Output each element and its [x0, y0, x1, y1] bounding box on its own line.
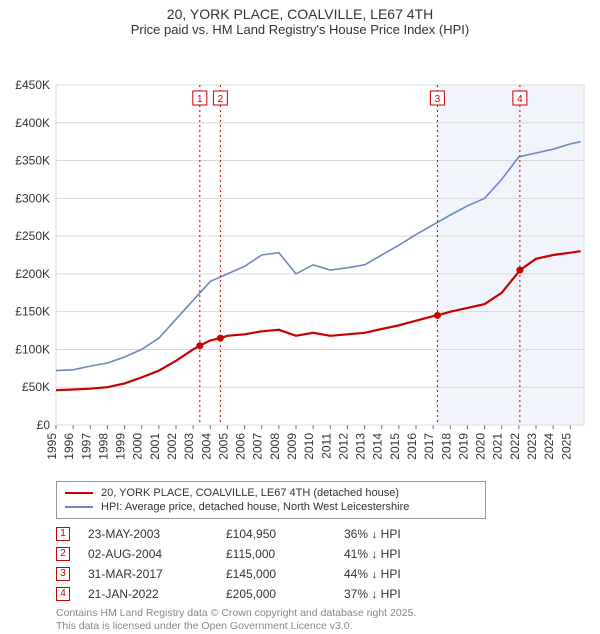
footnote-line: Contains HM Land Registry data © Crown c…: [56, 607, 576, 621]
chart-area: £0 £50K £100K £150K £200K £250K £300K £350K £400…: [0, 39, 600, 475]
x-tick-label: 2014: [371, 433, 385, 460]
y-tick-label: £200K: [15, 267, 50, 281]
x-tick-label: 2022: [508, 433, 522, 460]
shaded-region: [437, 85, 584, 425]
event-date: 21-JAN-2022: [88, 587, 208, 601]
x-tick-label: 2016: [405, 433, 419, 460]
legend-label: HPI: Average price, detached house, Nort…: [101, 500, 409, 514]
title-subtitle: Price paid vs. HM Land Registry's House …: [8, 22, 592, 37]
event-dot: [217, 335, 224, 342]
x-tick-label: 1998: [96, 433, 110, 460]
event-date: 23-MAY-2003: [88, 527, 208, 541]
x-tick-label: 2021: [491, 433, 505, 460]
legend-swatch: [65, 492, 93, 494]
event-dot: [434, 312, 441, 319]
x-tick-label: 2024: [542, 433, 556, 460]
event-row: 3 31-MAR-2017 £145,000 44% ↓ HPI: [56, 567, 556, 581]
event-marker-num: 3: [435, 94, 441, 105]
event-marker-box: 1: [56, 527, 70, 541]
y-tick-label: £50K: [22, 380, 50, 394]
event-price: £145,000: [226, 567, 326, 581]
x-tick-label: 2025: [559, 433, 573, 460]
event-row: 4 21-JAN-2022 £205,000 37% ↓ HPI: [56, 587, 556, 601]
x-tick-label: 2012: [336, 433, 350, 460]
event-date: 31-MAR-2017: [88, 567, 208, 581]
event-pct-vs-hpi: 41% ↓ HPI: [344, 547, 401, 561]
y-tick-label: £350K: [15, 154, 50, 168]
footnote-line: This data is licensed under the Open Gov…: [56, 620, 576, 634]
x-tick-label: 2001: [148, 433, 162, 460]
event-date: 02-AUG-2004: [88, 547, 208, 561]
event-pct-vs-hpi: 44% ↓ HPI: [344, 567, 401, 581]
chart-container: 20, YORK PLACE, COALVILLE, LE67 4TH Pric…: [0, 0, 600, 620]
x-tick-label: 2007: [251, 433, 265, 460]
x-tick-label: 2009: [285, 433, 299, 460]
legend-item: HPI: Average price, detached house, Nort…: [65, 500, 477, 514]
event-marker-box: 3: [56, 567, 70, 581]
x-tick-label: 2011: [319, 433, 333, 459]
event-pct-vs-hpi: 36% ↓ HPI: [344, 527, 401, 541]
event-dot: [196, 342, 203, 349]
event-marker-num: 2: [218, 94, 224, 105]
y-tick-label: £250K: [15, 229, 50, 243]
x-tick-label: 2013: [354, 433, 368, 460]
x-tick-label: 2018: [439, 433, 453, 460]
x-tick-label: 1996: [62, 433, 76, 460]
x-tick-label: 2020: [474, 433, 488, 460]
footnote: Contains HM Land Registry data © Crown c…: [56, 607, 576, 634]
x-tick-label: 2015: [388, 433, 402, 460]
x-tick-label: 1995: [45, 433, 59, 460]
event-row: 1 23-MAY-2003 £104,950 36% ↓ HPI: [56, 527, 556, 541]
legend-swatch: [65, 506, 93, 508]
x-tick-label: 2017: [422, 433, 436, 460]
event-price: £205,000: [226, 587, 326, 601]
legend-label: 20, YORK PLACE, COALVILLE, LE67 4TH (det…: [101, 486, 399, 500]
y-tick-label: £150K: [15, 305, 50, 319]
x-tick-label: 2003: [182, 433, 196, 460]
x-tick-label: 2008: [268, 433, 282, 460]
x-tick-label: 2005: [216, 433, 230, 460]
y-tick-label: £0: [37, 418, 51, 432]
legend-item: 20, YORK PLACE, COALVILLE, LE67 4TH (det…: [65, 486, 477, 500]
x-tick-label: 2002: [165, 433, 179, 460]
event-marker-num: 1: [197, 94, 203, 105]
x-tick-label: 1999: [114, 433, 128, 460]
events-table: 1 23-MAY-2003 £104,950 36% ↓ HPI 2 02-AUG-200…: [56, 527, 556, 601]
y-tick-label: £400K: [15, 116, 50, 130]
title-address: 20, YORK PLACE, COALVILLE, LE67 4TH: [8, 6, 592, 22]
event-marker-num: 4: [517, 94, 523, 105]
event-price: £104,950: [226, 527, 326, 541]
event-marker-box: 2: [56, 547, 70, 561]
y-tick-label: £100K: [15, 342, 50, 356]
x-tick-label: 2023: [525, 433, 539, 460]
event-marker-box: 4: [56, 587, 70, 601]
x-tick-label: 2004: [199, 433, 213, 460]
x-tick-label: 2019: [456, 433, 470, 460]
x-tick-label: 2000: [131, 433, 145, 460]
event-pct-vs-hpi: 37% ↓ HPI: [344, 587, 401, 601]
y-tick-label: £300K: [15, 191, 50, 205]
event-row: 2 02-AUG-2004 £115,000 41% ↓ HPI: [56, 547, 556, 561]
y-tick-label: £450K: [15, 78, 50, 92]
event-price: £115,000: [226, 547, 326, 561]
legend-box: 20, YORK PLACE, COALVILLE, LE67 4TH (det…: [56, 481, 486, 519]
chart-svg: £0 £50K £100K £150K £200K £250K £300K £350K £400…: [0, 39, 600, 475]
x-tick-label: 1997: [79, 433, 93, 460]
x-tick-label: 2006: [234, 433, 248, 460]
event-dot: [516, 267, 523, 274]
title-block: 20, YORK PLACE, COALVILLE, LE67 4TH Pric…: [0, 0, 600, 39]
x-tick-label: 2010: [302, 433, 316, 460]
